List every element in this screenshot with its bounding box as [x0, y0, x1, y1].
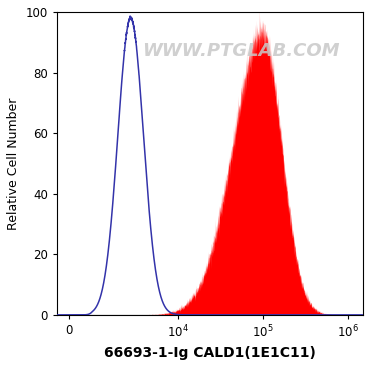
Text: WWW.PTGLAB.COM: WWW.PTGLAB.COM — [142, 42, 339, 60]
X-axis label: 66693-1-Ig CALD1(1E1C11): 66693-1-Ig CALD1(1E1C11) — [104, 346, 316, 360]
Y-axis label: Relative Cell Number: Relative Cell Number — [7, 97, 20, 230]
